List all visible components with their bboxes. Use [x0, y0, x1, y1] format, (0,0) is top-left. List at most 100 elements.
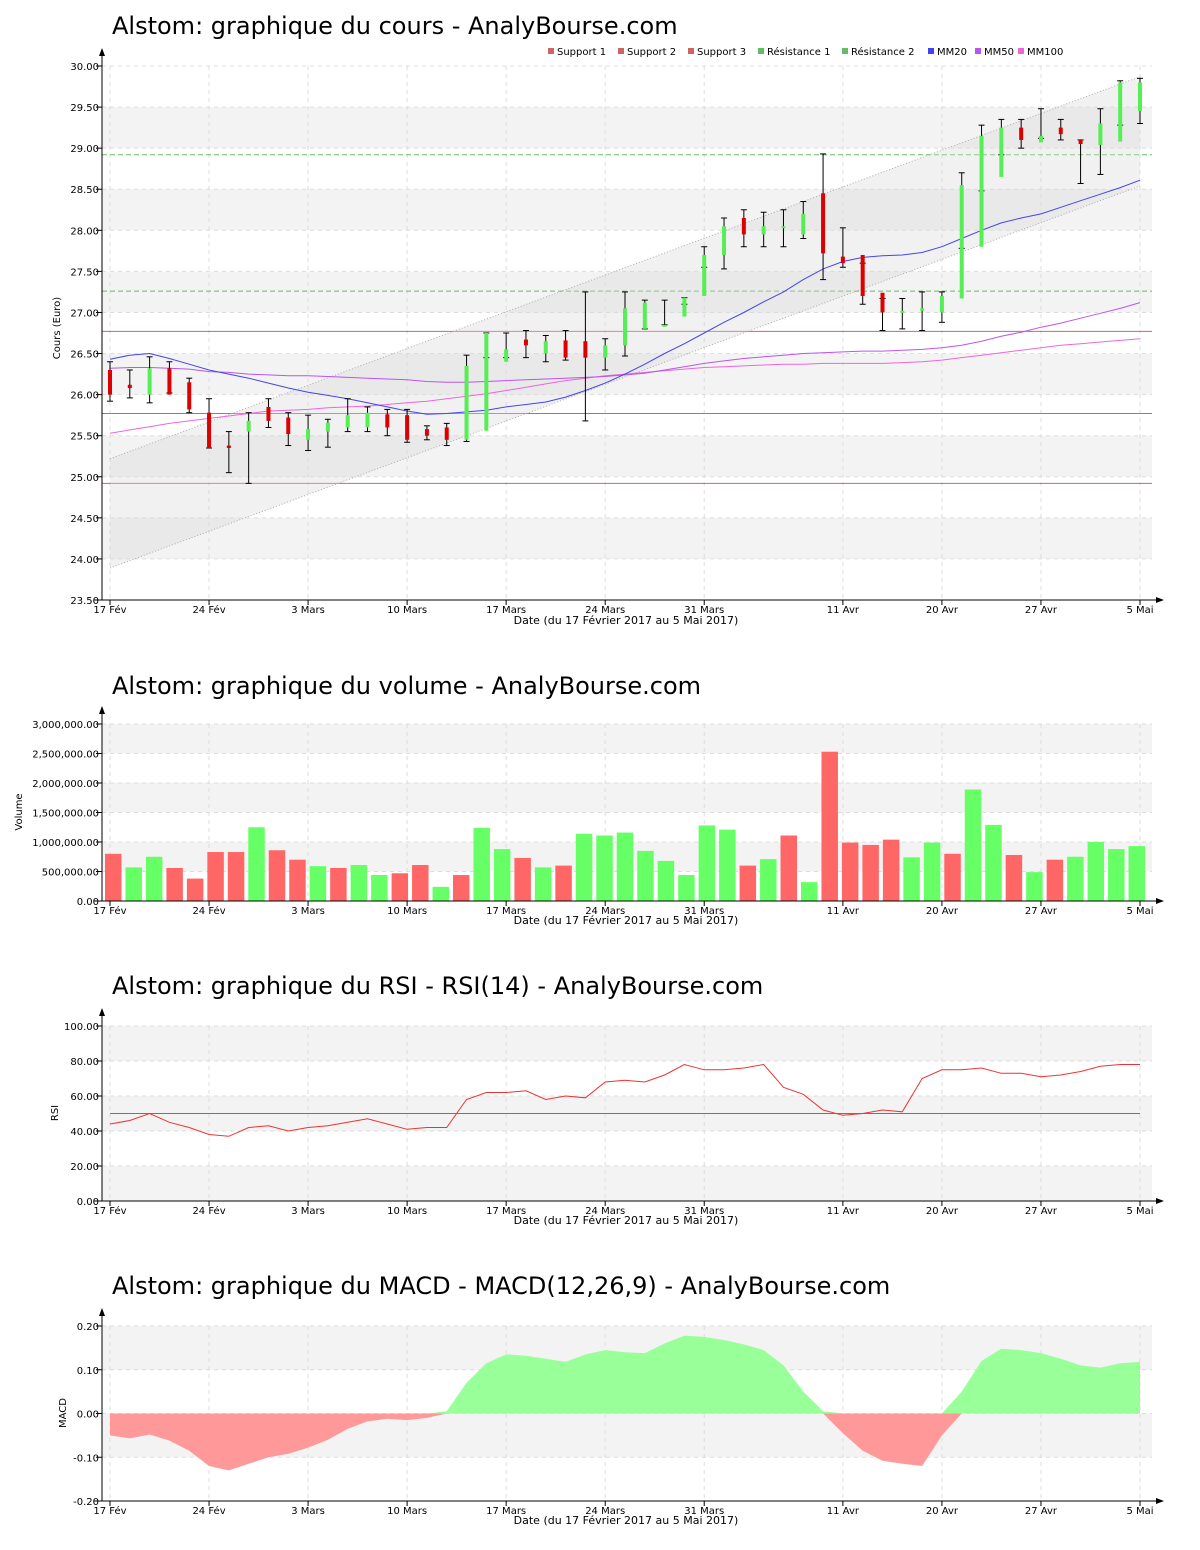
y-axis-arrow — [99, 48, 105, 56]
x-tick-label: 24 Fév — [192, 1505, 225, 1517]
legend-swatch — [618, 48, 624, 54]
y-tick-label: 60.00 — [70, 1092, 99, 1103]
volume-bar — [964, 789, 982, 901]
volume-bar — [985, 824, 1002, 901]
price-x-axis-label: Date (du 17 Février 2017 au 5 Mai 2017) — [514, 614, 739, 627]
volume-bar — [801, 882, 818, 901]
candle-body — [623, 308, 627, 346]
candle-body — [1078, 139, 1083, 145]
volume-bar — [719, 829, 736, 901]
volume-bar — [514, 857, 531, 901]
legend-swatch — [758, 48, 764, 54]
rsi-x-tick-labels: 17 Fév 24 Fév 3 Mars 10 Mars 17 Mars 24 Mars 3… — [93, 1205, 1153, 1217]
candle-body — [880, 292, 885, 313]
volume-bar — [186, 878, 204, 901]
volume-bar — [821, 751, 838, 901]
volume-bar — [657, 860, 675, 901]
candle-body — [840, 256, 845, 264]
candle-body — [464, 365, 469, 440]
x-axis-arrow — [1156, 1198, 1164, 1204]
macd-x-axis-label: Date (du 17 Février 2017 au 5 Mai 2017) — [514, 1514, 739, 1527]
y-tick-label: 0.00 — [77, 897, 99, 908]
x-tick-label: 27 Avr — [1025, 1506, 1058, 1517]
price-moving-averages — [109, 179, 1141, 434]
x-axis-arrow — [1156, 597, 1164, 603]
volume-bar — [698, 825, 716, 901]
x-tick-label: 17 Mars — [486, 1206, 526, 1217]
x-axis-arrow — [1156, 898, 1164, 904]
rsi-y-tick-labels: 0.00 20.00 40.00 60.00 80.00 100.00 — [64, 1022, 99, 1208]
volume-x-axis-label: Date (du 17 Février 2017 au 5 Mai 2017) — [514, 914, 739, 927]
candle-body — [365, 412, 370, 428]
candle-body — [345, 415, 350, 428]
x-tick-label: 11 Avr — [827, 1506, 860, 1517]
x-tick-label: 31 Mars — [684, 1206, 724, 1217]
price-chart: Alstom: graphique du cours - AnalyBourse… — [52, 12, 1164, 627]
candle-body — [801, 213, 806, 235]
y-tick-label: 25.00 — [70, 473, 99, 484]
volume-bar — [1046, 859, 1064, 901]
x-tick-label: 24 Mars — [585, 1506, 625, 1517]
candle-body — [147, 368, 152, 395]
volume-bar — [923, 842, 941, 901]
y-axis-arrow — [99, 1008, 105, 1016]
x-tick-label: 24 Fév — [192, 604, 225, 616]
volume-bar — [1108, 849, 1125, 901]
y-tick-label: 30.00 — [70, 62, 99, 73]
y-tick-label: 27.50 — [70, 267, 99, 278]
candle-body — [741, 217, 746, 235]
x-tick-label: 11 Avr — [827, 605, 860, 616]
volume-axes — [94, 706, 1164, 906]
candle-body — [226, 445, 231, 449]
x-axis-arrow — [1156, 1498, 1164, 1504]
price-candles — [107, 77, 1143, 484]
x-tick-label: 10 Mars — [387, 605, 427, 616]
y-tick-label: 28.50 — [70, 185, 99, 196]
volume-bar — [493, 849, 511, 901]
candle-body — [504, 349, 509, 362]
volume-y-tick-labels: 0.00 500,000.00 1,000,000.00 1,500,000.00 2,… — [32, 720, 99, 908]
volume-bar — [637, 850, 654, 901]
y-tick-label: 500,000.00 — [42, 868, 99, 879]
x-tick-label: 17 Mars — [486, 906, 526, 917]
y-tick-label: 29.00 — [70, 144, 99, 155]
legend-label: Support 3 — [697, 47, 746, 58]
y-tick-label: 2,000,000.00 — [32, 779, 99, 790]
x-tick-label: 17 Mars — [486, 1506, 526, 1517]
x-tick-label: 11 Avr — [827, 1206, 860, 1217]
legend-label: Résistance 2 — [851, 46, 914, 58]
volume-bar — [330, 867, 347, 901]
rsi-series-line — [109, 1063, 1140, 1137]
volume-bar — [473, 827, 490, 901]
y-tick-label: 0.00 — [77, 1197, 99, 1208]
candle-body — [999, 127, 1004, 177]
candle-body — [306, 429, 311, 440]
volume-x-tick-labels: 17 Fév 24 Fév 3 Mars 10 Mars 17 Mars 24 Mars 3… — [93, 905, 1153, 917]
volume-bar — [412, 865, 429, 901]
candle-body — [939, 296, 944, 313]
volume-bar — [882, 839, 900, 901]
y-axis-arrow — [99, 1308, 105, 1316]
x-tick-label: 11 Avr — [827, 906, 860, 917]
candle-body — [325, 422, 330, 432]
background-band — [102, 1026, 1152, 1061]
x-tick-label: 17 Fév — [93, 604, 126, 616]
background-band — [102, 724, 1152, 754]
x-tick-label: 20 Avr — [926, 906, 959, 917]
x-tick-label: 27 Avr — [1025, 906, 1058, 917]
y-tick-label: 1,000,000.00 — [32, 838, 99, 849]
y-tick-label: 27.00 — [70, 308, 99, 319]
volume-bar — [350, 865, 368, 901]
candle-body — [603, 345, 608, 358]
y-tick-label: 25.50 — [70, 432, 99, 443]
volume-bar — [268, 850, 286, 901]
volume-bar — [575, 833, 593, 901]
legend-label: MM20 — [937, 47, 967, 58]
y-tick-label: 26.50 — [70, 350, 99, 361]
background-band — [102, 189, 1152, 231]
candle-body — [266, 406, 271, 421]
candle-body — [1019, 127, 1024, 140]
candle-body — [722, 226, 727, 255]
x-tick-label: 10 Mars — [387, 1206, 427, 1217]
x-tick-label: 31 Mars — [684, 906, 724, 917]
